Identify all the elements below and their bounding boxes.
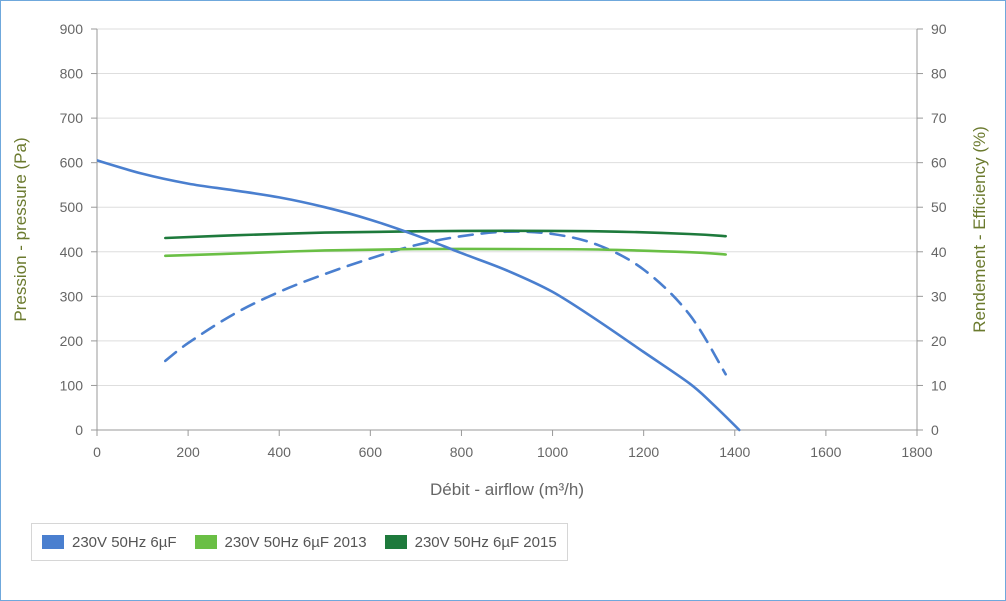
y-right-tick-label: 30 (931, 288, 947, 304)
legend-label: 230V 50Hz 6µF (72, 533, 177, 551)
y-right-tick-label: 40 (931, 244, 947, 260)
y-left-axis-title: Pression - pressure (Pa) (11, 137, 30, 321)
chart-legend: 230V 50Hz 6µF 230V 50Hz 6µF 2013 230V 50… (31, 523, 568, 561)
y-right-tick-label: 20 (931, 333, 947, 349)
series-line-2 (164, 247, 727, 258)
y-right-tick-label: 0 (931, 422, 939, 438)
x-tick-label: 1200 (628, 444, 659, 460)
x-tick-label: 1600 (810, 444, 841, 460)
x-axis-title: Débit - airflow (m³/h) (430, 480, 584, 499)
legend-swatch (42, 535, 64, 549)
y-left-tick-label: 200 (60, 333, 84, 349)
x-tick-label: 200 (176, 444, 200, 460)
y-right-tick-label: 50 (931, 199, 947, 215)
y-left-tick-label: 500 (60, 199, 84, 215)
legend-item[interactable]: 230V 50Hz 6µF 2013 (194, 533, 367, 551)
legend-swatch (194, 535, 217, 549)
series-line-1 (164, 230, 727, 376)
y-right-tick-label: 10 (931, 377, 947, 393)
legend-item[interactable]: 230V 50Hz 6µF 2015 (384, 533, 557, 551)
y-left-tick-label: 0 (75, 422, 83, 438)
y-left-tick-label: 100 (60, 377, 84, 393)
x-tick-label: 1000 (537, 444, 568, 460)
x-tick-label: 1800 (901, 444, 932, 460)
x-tick-label: 800 (450, 444, 474, 460)
x-tick-label: 400 (268, 444, 292, 460)
y-left-tick-label: 800 (60, 66, 84, 82)
y-right-axis-title: Rendement - Efficiency (%) (970, 126, 989, 333)
x-tick-label: 600 (359, 444, 383, 460)
y-right-tick-label: 90 (931, 21, 947, 37)
legend-item[interactable]: 230V 50Hz 6µF (42, 534, 177, 551)
series-line-0 (97, 159, 741, 432)
y-left-tick-label: 600 (60, 155, 84, 171)
y-left-tick-label: 300 (60, 288, 84, 304)
x-tick-label: 1400 (719, 444, 750, 460)
y-right-tick-label: 60 (931, 155, 947, 171)
legend-swatch (384, 535, 407, 549)
y-right-tick-label: 70 (931, 110, 947, 126)
legend-label: 230V 50Hz 6µF 2015 (414, 533, 557, 551)
y-right-tick-label: 80 (931, 66, 947, 82)
y-left-tick-label: 900 (60, 21, 84, 37)
x-tick-label: 0 (93, 444, 101, 460)
y-left-tick-label: 400 (60, 244, 84, 260)
y-left-tick-label: 700 (60, 110, 84, 126)
legend-label: 230V 50Hz 6µF 2013 (224, 533, 367, 551)
series-line-3 (164, 229, 727, 240)
